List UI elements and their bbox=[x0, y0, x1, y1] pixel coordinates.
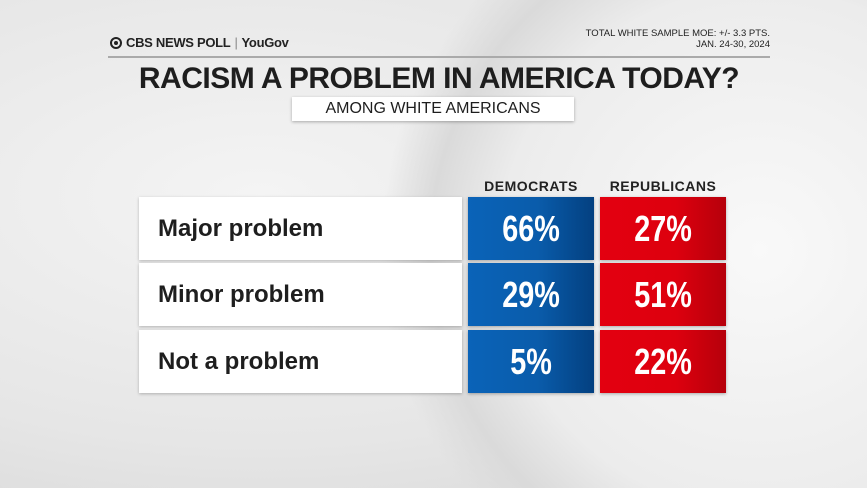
value-label: 27% bbox=[634, 208, 692, 249]
poll-info: TOTAL WHITE SAMPLE MOE: +/- 3.3 PTS. JAN… bbox=[586, 28, 770, 50]
republicans-value-cell: 22% bbox=[600, 330, 726, 393]
value-label: 51% bbox=[634, 274, 692, 315]
value-label: 5% bbox=[510, 341, 552, 382]
divider bbox=[108, 56, 770, 58]
yougov-logo: YouGov bbox=[241, 35, 289, 50]
chart-title: RACISM A PROBLEM IN AMERICA TODAY? bbox=[138, 62, 740, 95]
poll-dates: JAN. 24-30, 2024 bbox=[696, 39, 770, 50]
value-label: 29% bbox=[502, 274, 560, 315]
margin-of-error: TOTAL WHITE SAMPLE MOE: +/- 3.3 PTS. bbox=[585, 28, 770, 39]
democrats-value-cell: 66% bbox=[468, 197, 594, 260]
column-header-republicans: REPUBLICANS bbox=[609, 178, 717, 194]
democrats-value-cell: 5% bbox=[468, 330, 594, 393]
row-label: Minor problem bbox=[139, 263, 462, 326]
value-label: 22% bbox=[634, 341, 692, 382]
logo-divider: | bbox=[234, 35, 238, 50]
cbs-news-poll-logo: CBS NEWS POLL | YouGov bbox=[110, 35, 289, 50]
value-label: 66% bbox=[502, 208, 560, 249]
row-label: Major problem bbox=[139, 197, 462, 260]
chart-subtitle: AMONG WHITE AMERICANS bbox=[292, 97, 574, 121]
democrats-value-cell: 29% bbox=[468, 263, 594, 326]
republicans-value-cell: 51% bbox=[600, 263, 726, 326]
republicans-value-cell: 27% bbox=[600, 197, 726, 260]
row-label: Not a problem bbox=[139, 330, 462, 393]
cbs-eye-icon bbox=[110, 36, 122, 49]
logo-text: CBS NEWS POLL bbox=[126, 35, 231, 50]
column-header-democrats: DEMOCRATS bbox=[484, 178, 578, 194]
